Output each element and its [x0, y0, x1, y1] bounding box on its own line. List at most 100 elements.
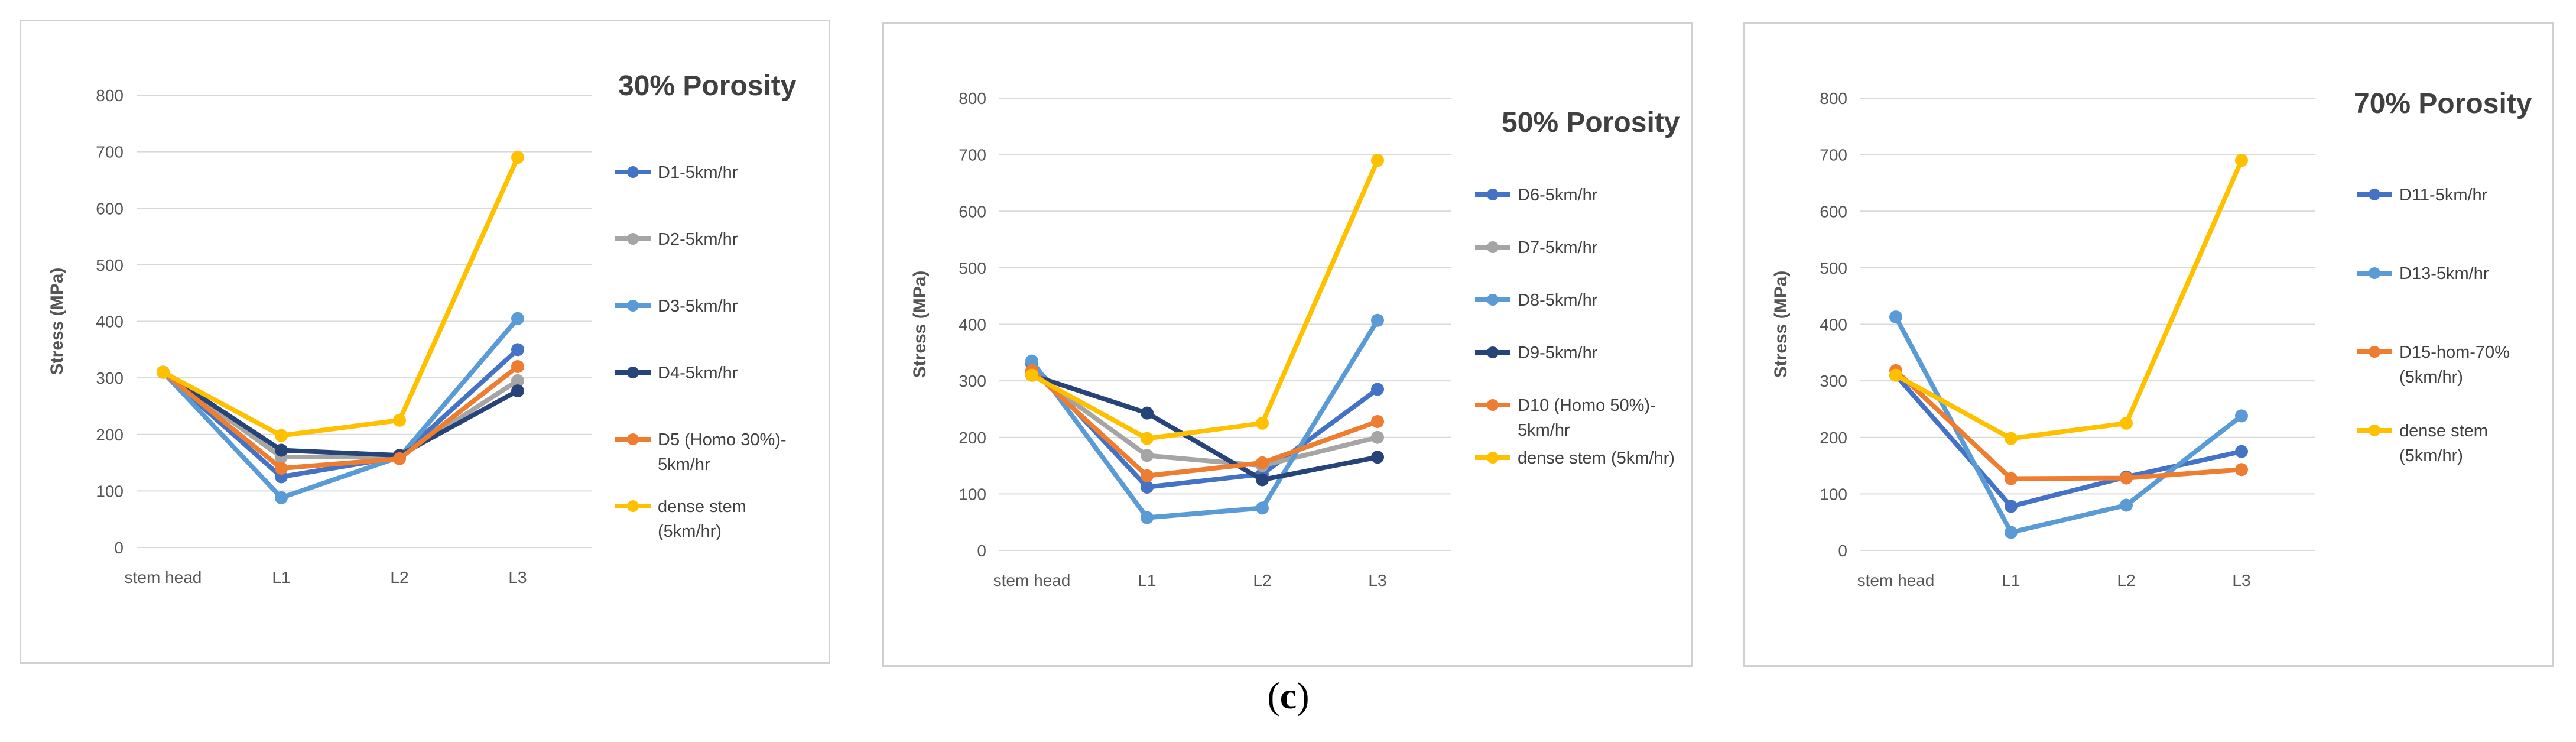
- data-point-d8-5km-hr-l3: [1371, 313, 1384, 327]
- data-point-d10-homo-50-5km-hr-l3: [1371, 414, 1384, 428]
- data-point-d4-5km-hr-l1: [275, 443, 288, 457]
- legend-item-d3-5km-hr: D3-5km/hr: [615, 297, 738, 316]
- y-tick-300: 300: [959, 372, 986, 390]
- chart-panel-70-porosity: 0 100 200 300 400 500 600 700 800 Stress (MPa) ste…: [1743, 22, 2554, 667]
- data-point-dense-stem-5km-hr-l3: [511, 151, 524, 164]
- series-line-d8-5km-hr: [1029, 317, 1380, 520]
- data-point-dense-stem-5km-hr-l1: [2005, 432, 2018, 445]
- x-tick-labels: stem head L1 L2 L3: [1857, 571, 2251, 589]
- series-line-d4-5km-hr: [161, 370, 520, 458]
- legend-swatch-marker: [1487, 399, 1499, 411]
- data-point-d13-5km-hr-l1: [2005, 526, 2018, 539]
- legend-swatch-marker: [1487, 294, 1499, 306]
- chart-title: 50% Porosity: [1502, 107, 1680, 138]
- legend-label: D5 (Homo 30%)-: [658, 430, 787, 449]
- x-tick-labels: stem head L1 L2 L3: [993, 571, 1387, 589]
- x-tick-l2: L2: [390, 568, 408, 587]
- caption-letter: c: [1279, 675, 1297, 717]
- y-tick-500: 500: [959, 259, 986, 277]
- caption-close: ): [1297, 675, 1310, 717]
- y-tick-400: 400: [1820, 316, 1847, 334]
- data-point-dense-stem-5km-hr-l2: [1256, 416, 1269, 430]
- gridlines: [1860, 98, 2315, 551]
- chart-title: 70% Porosity: [2354, 88, 2532, 119]
- data-point-d10-homo-50-5km-hr-l2: [1256, 456, 1269, 469]
- legend-label: D11-5km/hr: [2399, 186, 2488, 205]
- chart-panel-50-porosity: 0 100 200 300 400 500 600 700 800 Stress (MPa) ste…: [882, 22, 1693, 667]
- y-tick-400: 400: [959, 316, 986, 334]
- series-line-d13-5km-hr: [1893, 315, 2244, 535]
- series-d7-5km-hr: [1025, 365, 1384, 472]
- legend-item-d9-5km-hr: D9-5km/hr: [1475, 344, 1598, 362]
- chart-title: 30% Porosity: [618, 70, 797, 102]
- legend-label: D8-5km/hr: [1518, 291, 1598, 310]
- data-point-d5-homo-30-5km-hr-l1: [275, 462, 288, 475]
- legend-item-d1-5km-hr: D1-5km/hr: [615, 163, 738, 182]
- y-tick-100: 100: [959, 485, 986, 503]
- series-line-d10-homo-50-5km-hr: [1029, 368, 1380, 478]
- data-point-d8-5km-hr-l1: [1141, 511, 1154, 524]
- series-d8-5km-hr: [1025, 313, 1384, 524]
- legend-item-d2-5km-hr: D2-5km/hr: [615, 230, 738, 249]
- y-tick-100: 100: [1820, 485, 1847, 503]
- y-tick-labels: 0 100 200 300 400 500 600 700 800: [1820, 89, 1847, 560]
- legend-swatch-marker: [2369, 189, 2380, 200]
- legend-label: dense stem: [2399, 422, 2488, 440]
- data-point-dense-stem-5km-hr-l1: [275, 429, 288, 442]
- series-line-dense-stem-5km-hr: [1893, 158, 2244, 441]
- data-point-dense-stem-5km-hr-l3: [2235, 154, 2248, 167]
- legend-swatch-marker: [2369, 267, 2380, 279]
- x-tick-l3: L3: [1368, 571, 1386, 589]
- legend: D11-5km/hr D13-5km/hr D15-hom-70% (5km/hr) d…: [2357, 186, 2510, 465]
- series-dense-stem-5km-hr: [1025, 154, 1384, 445]
- legend-swatch-marker: [1487, 189, 1499, 200]
- series-line-dense-stem-5km-hr: [1029, 158, 1380, 441]
- data-point-dense-stem-5km-hr-l2: [393, 413, 406, 427]
- series-dense-stem-5km-hr: [1889, 154, 2248, 445]
- data-point-dense-stem-5km-hr-stem-head: [1025, 368, 1038, 382]
- legend-label: D13-5km/hr: [2399, 264, 2489, 283]
- legend-item-d13-5km-hr: D13-5km/hr: [2357, 264, 2489, 283]
- data-point-d8-5km-hr-l2: [1256, 501, 1269, 515]
- legend-item-d5-homo-30-5km-hr: D5 (Homo 30%)- 5km/hr: [615, 430, 787, 474]
- legend-label: D15-hom-70%: [2399, 343, 2510, 362]
- figure-caption: (c): [1217, 674, 1359, 718]
- legend-label: (5km/hr): [2399, 368, 2463, 387]
- legend-label: 5km/hr: [1518, 421, 1570, 440]
- data-point-d7-5km-hr-l1: [1141, 449, 1154, 462]
- y-tick-100: 100: [96, 482, 124, 500]
- legend-label: (5km/hr): [2399, 446, 2463, 465]
- x-tick-l1: L1: [2002, 571, 2020, 589]
- data-point-d5-homo-30-5km-hr-l3: [511, 360, 524, 373]
- legend-swatch-marker: [2369, 346, 2380, 358]
- legend-item-dense-stem-5km-hr: dense stem (5km/hr): [615, 497, 746, 541]
- data-point-dense-stem-5km-hr-l1: [1141, 432, 1154, 445]
- chart-30-porosity: 0 100 200 300 400 500 600 700 800 Stress (MPa) ste…: [47, 70, 797, 587]
- series-line-d11-5km-hr: [1893, 372, 2244, 509]
- y-tick-labels: 0 100 200 300 400 500 600 700 800: [959, 89, 986, 560]
- series-d11-5km-hr: [1889, 368, 2248, 513]
- y-tick-0: 0: [977, 542, 986, 560]
- series-line-d15-hom-70-5km-hr: [1893, 368, 2244, 481]
- y-tick-800: 800: [96, 86, 124, 105]
- chart-panel-30-porosity: 0 100 200 300 400 500 600 700 800 Stress (MPa) ste…: [20, 20, 830, 664]
- y-tick-700: 700: [959, 146, 986, 164]
- legend: D6-5km/hr D7-5km/hr D8-5km/hr D9-5km/hr D10 …: [1475, 186, 1675, 468]
- data-point-d15-hom-70-5km-hr-l2: [2120, 471, 2133, 485]
- series-dense-stem-5km-hr: [157, 151, 524, 442]
- x-tick-stem-head: stem head: [1857, 571, 1935, 589]
- data-point-d6-5km-hr-l3: [1371, 383, 1384, 396]
- data-point-d3-5km-hr-l3: [511, 312, 524, 325]
- legend-label: D9-5km/hr: [1518, 344, 1598, 362]
- y-tick-700: 700: [96, 143, 124, 161]
- y-tick-500: 500: [1820, 259, 1847, 277]
- data-point-d9-5km-hr-l1: [1141, 406, 1154, 420]
- series-line-d7-5km-hr: [1029, 370, 1380, 468]
- legend-item-d11-5km-hr: D11-5km/hr: [2357, 186, 2488, 205]
- y-tick-800: 800: [959, 89, 986, 108]
- series-d10-homo-50-5km-hr: [1025, 364, 1384, 482]
- legend-swatch-marker: [627, 367, 639, 378]
- x-tick-labels: stem head L1 L2 L3: [125, 568, 527, 587]
- x-tick-l2: L2: [1253, 571, 1271, 589]
- x-tick-stem-head: stem head: [993, 571, 1071, 589]
